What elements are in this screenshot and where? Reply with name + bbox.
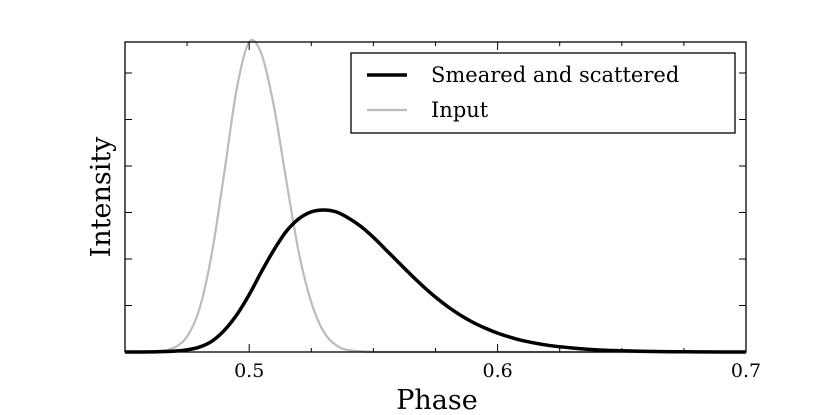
ticks-layer: 0.5 0.6 0.7	[124, 42, 761, 382]
legend-box	[350, 52, 736, 134]
plot-frame	[124, 41, 747, 353]
x-tick-label: 0.5	[234, 360, 264, 382]
legend-label-smeared: Smeared and scattered	[431, 63, 679, 87]
x-axis-label: Phase	[396, 385, 478, 415]
x-tick-label: 0.7	[731, 360, 761, 382]
x-tick-label: 0.6	[482, 360, 512, 382]
y-axis-label: Intensity	[86, 136, 117, 258]
legend: Smeared and scattered Input	[350, 52, 736, 134]
series-line-smeared	[124, 208, 747, 354]
legend-label-input: Input	[431, 98, 489, 122]
